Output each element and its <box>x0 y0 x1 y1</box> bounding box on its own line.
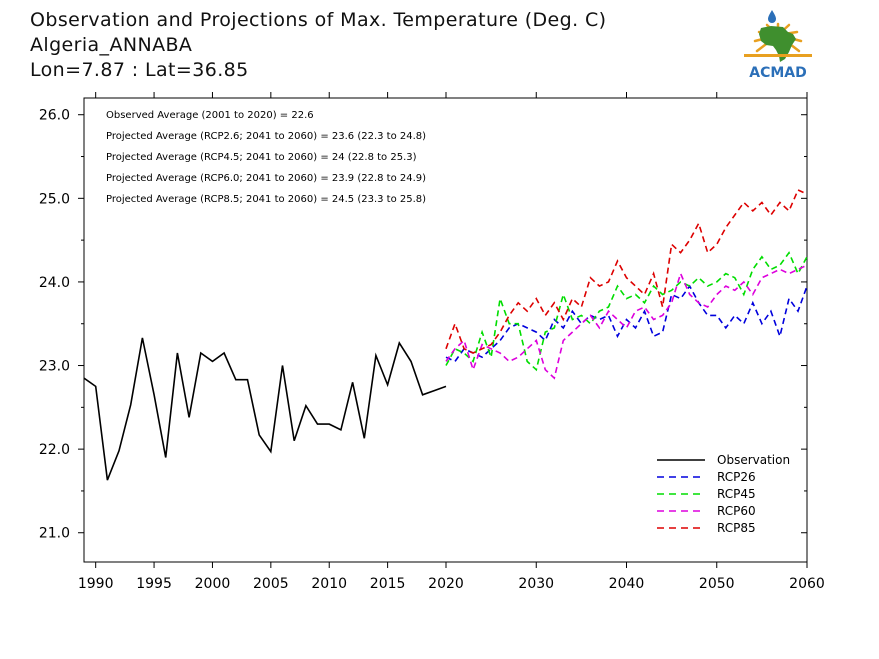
x-tick-label: 1990 <box>78 576 114 592</box>
chart-title: Observation and Projections of Max. Temp… <box>30 9 607 31</box>
y-tick-label: 22.0 <box>39 442 70 458</box>
series-line-rcp26 <box>445 284 808 363</box>
y-tick-label: 26.0 <box>39 108 70 124</box>
acmad-logo: ACMAD <box>738 6 818 84</box>
legend: Observation RCP26 RCP45 RCP60 RCP85 <box>657 453 790 535</box>
x-tick-label: 2020 <box>428 576 464 592</box>
x-tick-label: 1995 <box>136 576 172 592</box>
location-label: Algeria_ANNABA <box>30 34 193 56</box>
series-line-observation <box>83 337 447 481</box>
axis-ticks <box>78 92 808 568</box>
plot-frame <box>83 97 808 563</box>
logo-text: ACMAD <box>749 65 807 81</box>
x-axis-labels: 1990 1995 2000 2005 2010 2015 2020 2030 2040 2050… <box>78 576 825 592</box>
x-tick-label: 2040 <box>609 576 645 592</box>
y-tick-label: 23.0 <box>39 359 70 375</box>
x-tick-label: 2030 <box>518 576 554 592</box>
annotation-line: Projected Average (RCP8.5; 2041 to 2060)… <box>106 194 426 205</box>
legend-label: RCP60 <box>717 504 756 518</box>
series-line-rcp85 <box>445 188 808 354</box>
africa-map-logo-icon: ACMAD <box>744 10 812 81</box>
series-line-rcp60 <box>445 264 808 380</box>
y-tick-label: 24.0 <box>39 275 70 291</box>
annotation-line: Projected Average (RCP4.5; 2041 to 2060)… <box>106 152 417 163</box>
legend-label: RCP45 <box>717 487 756 501</box>
x-tick-label: 2015 <box>370 576 406 592</box>
legend-label: RCP26 <box>717 470 756 484</box>
x-tick-label: 2060 <box>789 576 825 592</box>
y-tick-label: 21.0 <box>39 526 70 542</box>
legend-label: Observation <box>717 453 790 467</box>
coordinates-label: Lon=7.87 : Lat=36.85 <box>30 59 249 81</box>
y-axis-labels: 21.0 22.0 23.0 24.0 25.0 26.0 <box>39 108 70 542</box>
x-tick-label: 2000 <box>195 576 231 592</box>
annotation-line: Observed Average (2001 to 2020) = 22.6 <box>106 110 314 121</box>
series-line-rcp45 <box>445 251 808 372</box>
x-tick-label: 2010 <box>311 576 347 592</box>
annotation-line: Projected Average (RCP2.6; 2041 to 2060)… <box>106 131 426 142</box>
legend-label: RCP85 <box>717 521 756 535</box>
data-series <box>83 188 808 481</box>
annotation-block: Observed Average (2001 to 2020) = 22.6 Pr… <box>106 110 426 205</box>
annotation-line: Projected Average (RCP6.0; 2041 to 2060)… <box>106 173 426 184</box>
x-tick-label: 2005 <box>253 576 289 592</box>
y-tick-label: 25.0 <box>39 191 70 207</box>
x-tick-label: 2050 <box>699 576 735 592</box>
